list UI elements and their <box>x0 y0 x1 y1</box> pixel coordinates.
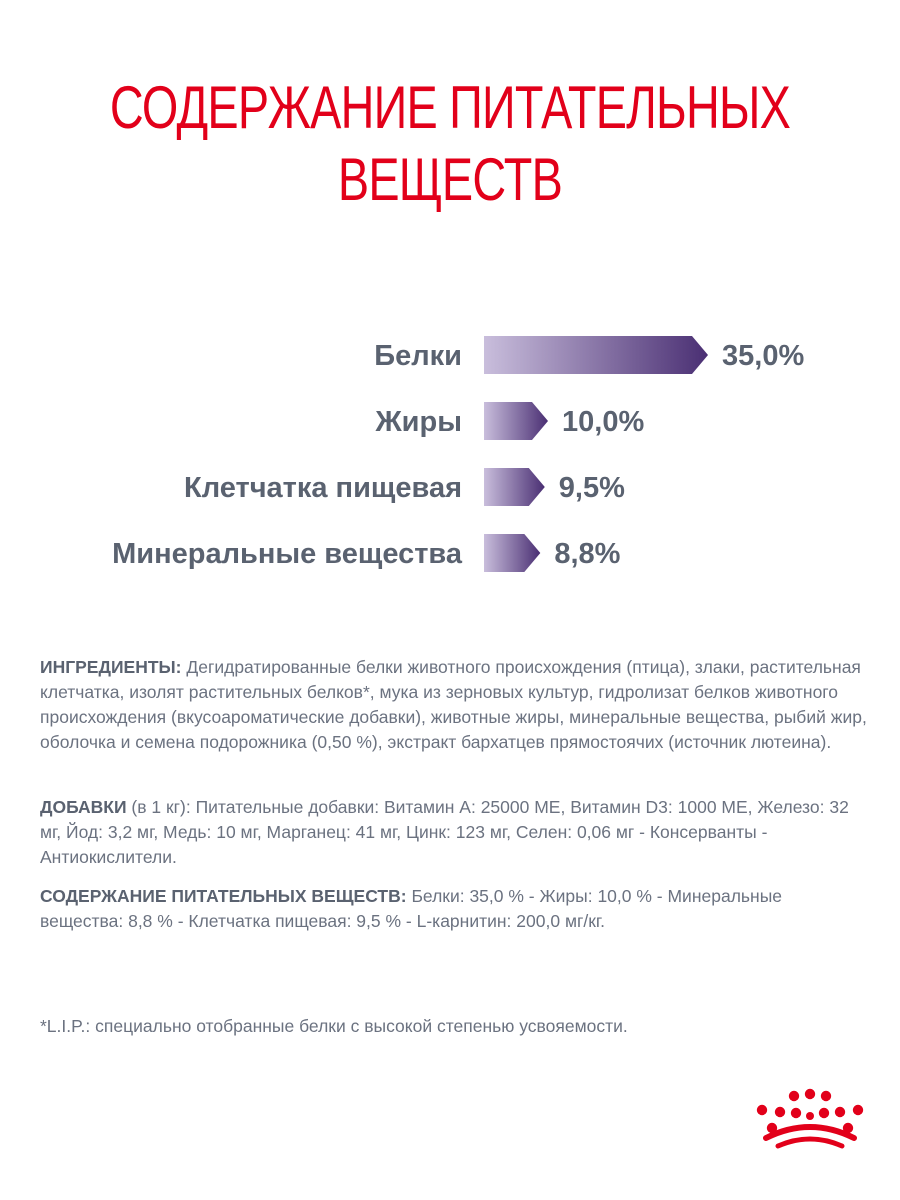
nutrients-heading: СОДЕРЖАНИЕ ПИТАТЕЛЬНЫХ ВЕЩЕСТВ: <box>40 886 407 906</box>
nutrient-bar-chart: Белки 35,0% Жиры 10,0% Клетчатка пищевая 9,5%… <box>112 336 804 572</box>
footnote: *L.I.P.: специально отобранные белки с в… <box>40 1016 628 1036</box>
bar-0 <box>484 336 708 374</box>
ingredients-paragraph: ИНГРЕДИЕНТЫ: Дегидратированные белки жив… <box>40 655 870 755</box>
additives-heading: ДОБАВКИ <box>40 797 127 817</box>
additives-paragraph: ДОБАВКИ (в 1 кг): Питательные добавки: В… <box>40 795 870 870</box>
additives-text: (в 1 кг): Питательные добавки: Витамин A… <box>40 797 849 867</box>
nutrients-text: Белки: 35,0 % - Жиры: 10,0 % - Минеральн… <box>40 886 782 931</box>
title-line-2: ВЕЩЕСТВ <box>337 146 563 213</box>
crown-icon <box>756 1088 864 1149</box>
value-label-1: 10,0% <box>562 406 644 438</box>
category-label-1: Жиры <box>374 406 462 438</box>
bar-1 <box>484 402 548 440</box>
category-label-2: Клетчатка пищевая <box>184 472 462 504</box>
category-label-3: Минеральные вещества <box>112 538 463 570</box>
nutrients-paragraph: СОДЕРЖАНИЕ ПИТАТЕЛЬНЫХ ВЕЩЕСТВ: Белки: 3… <box>40 884 870 934</box>
value-label-2: 9,5% <box>559 472 625 504</box>
ingredients-heading: ИНГРЕДИЕНТЫ: <box>40 657 182 677</box>
title-line-1: СОДЕРЖАНИЕ ПИТАТЕЛЬНЫХ <box>109 74 791 141</box>
category-label-0: Белки <box>374 340 462 372</box>
ingredients-text: Дегидратированные белки животного происх… <box>40 657 867 752</box>
bar-3 <box>484 534 541 572</box>
bar-2 <box>484 468 545 506</box>
value-label-3: 8,8% <box>554 538 620 570</box>
value-label-0: 35,0% <box>722 340 804 372</box>
page-title: СОДЕРЖАНИЕ ПИТАТЕЛЬНЫХ ВЕЩЕСТВ <box>99 72 801 216</box>
